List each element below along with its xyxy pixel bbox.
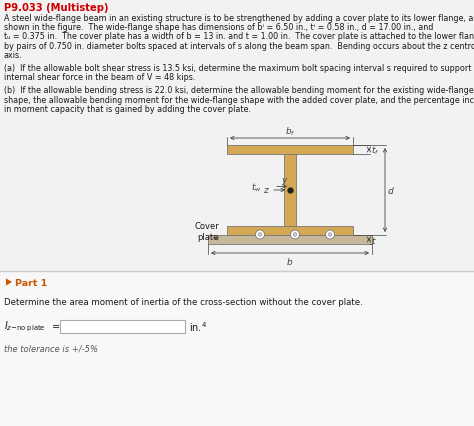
Text: the tolerance is +/-5%: the tolerance is +/-5% [4,344,98,353]
Circle shape [326,230,335,239]
Text: in.$^4$: in.$^4$ [189,320,207,333]
Bar [284,155,296,227]
Text: (b)  If the allowable bending stress is 22.0 ksi, determine the allowable bendin: (b) If the allowable bending stress is 2… [4,86,474,95]
Bar [227,227,353,236]
Text: Determine the area moment of inertia of the cross-section without the cover plat: Determine the area moment of inertia of … [4,297,363,306]
Text: axis.: axis. [4,51,23,60]
Text: $t$: $t$ [371,234,377,245]
Text: shown in the figure.  The wide-flange shape has dimensions of bⁱ = 6.50 in., tⁱ : shown in the figure. The wide-flange sha… [4,23,433,32]
Text: $b_f$: $b_f$ [284,125,295,138]
Text: $t_f$: $t_f$ [371,144,380,156]
Text: =: = [52,321,60,331]
Bar [208,236,372,245]
Circle shape [258,233,262,237]
Text: shape, the allowable bending moment for the wide-flange shape with the added cov: shape, the allowable bending moment for … [4,95,474,104]
Text: $z$: $z$ [263,186,270,195]
Text: $y$: $y$ [282,176,289,187]
Circle shape [291,230,300,239]
Text: $b$: $b$ [286,256,293,266]
Circle shape [328,233,332,237]
Text: P9.033 (Multistep): P9.033 (Multistep) [4,3,109,13]
Text: A steel wide-flange beam in an existing structure is to be strengthened by addin: A steel wide-flange beam in an existing … [4,14,474,23]
Circle shape [255,230,264,239]
Text: (a)  If the allowable bolt shear stress is 13.5 ksi, determine the maximum bolt : (a) If the allowable bolt shear stress i… [4,64,474,73]
Circle shape [293,233,297,237]
Bar [60,320,185,333]
Text: internal shear force in the beam of V = 48 kips.: internal shear force in the beam of V = … [4,73,195,82]
Text: Cover
plate: Cover plate [194,222,219,242]
Text: tᵤ = 0.375 in.  The cover plate has a width of b = 13 in. and t = 1.00 in.  The : tᵤ = 0.375 in. The cover plate has a wid… [4,32,474,41]
Text: $I_{z\rm{-no\ plate}}$: $I_{z\rm{-no\ plate}}$ [4,319,46,334]
Text: in moment capacity that is gained by adding the cover plate.: in moment capacity that is gained by add… [4,104,251,114]
Text: Part 1: Part 1 [15,278,47,287]
Bar [227,146,353,155]
Text: $d$: $d$ [387,185,395,196]
Text: by pairs of 0.750 in. diameter bolts spaced at intervals of s along the beam spa: by pairs of 0.750 in. diameter bolts spa… [4,41,474,51]
Polygon shape [6,279,12,286]
Text: $t_w$: $t_w$ [251,181,262,193]
Bar [0,271,474,426]
